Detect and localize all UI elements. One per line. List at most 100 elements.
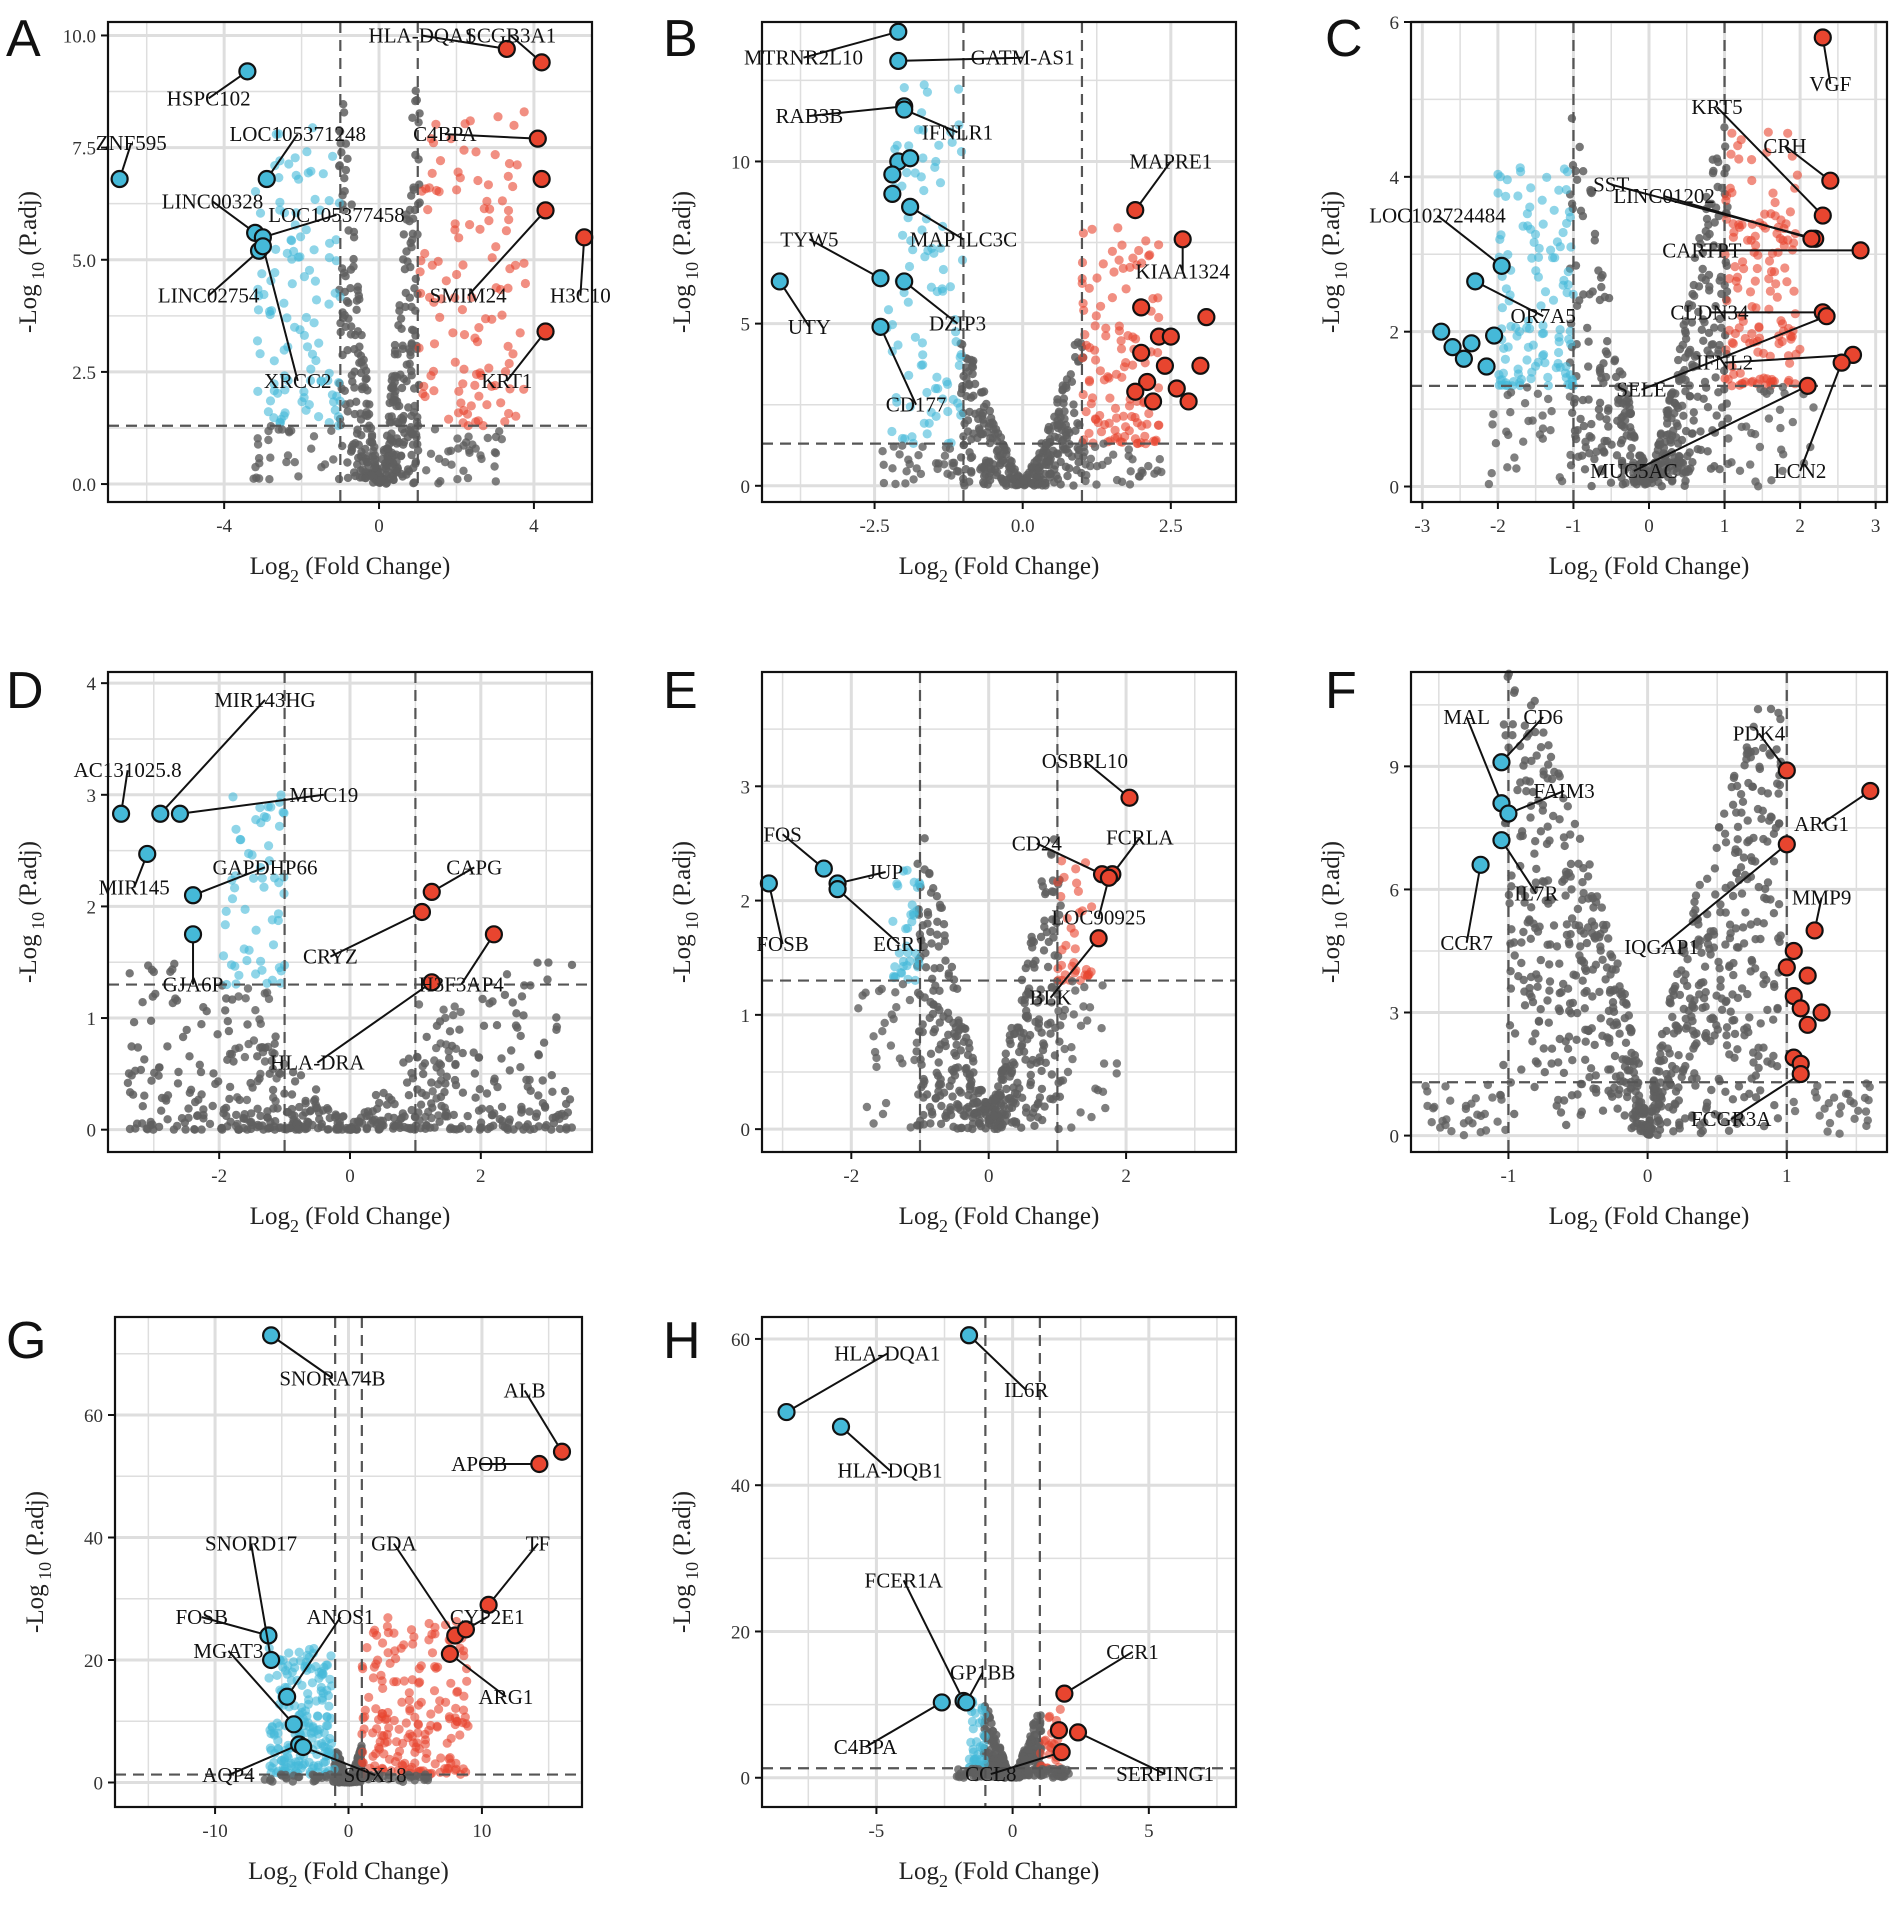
- data-point: [1101, 1103, 1110, 1113]
- data-point: [929, 884, 938, 893]
- data-point: [1681, 1014, 1691, 1023]
- data-point: [1050, 432, 1060, 441]
- data-point: [1038, 460, 1047, 469]
- data-point: [1047, 1070, 1057, 1079]
- data-point: [1620, 423, 1629, 432]
- data-point: [1621, 1038, 1631, 1048]
- data-point: [411, 86, 420, 96]
- data-point: [1702, 192, 1711, 202]
- data-point: [166, 967, 175, 976]
- data-point: [267, 1056, 276, 1066]
- data-point: [1538, 351, 1548, 361]
- data-point: [906, 910, 916, 920]
- data-point: [259, 289, 269, 300]
- data-point: [1743, 816, 1752, 825]
- label-leader-line: [316, 981, 433, 1064]
- y-tick-label: 5: [741, 315, 751, 336]
- data-point: [440, 1620, 451, 1630]
- data-point: [1620, 1111, 1629, 1120]
- data-point: [252, 336, 263, 346]
- data-point: [941, 956, 950, 965]
- data-point: [1769, 909, 1779, 918]
- data-point: [1773, 1114, 1783, 1123]
- data-point: [939, 920, 949, 929]
- data-point: [1043, 962, 1053, 972]
- gene-label: VGF: [1809, 72, 1851, 96]
- data-point: [1116, 336, 1126, 346]
- data-point: [404, 1688, 414, 1698]
- data-point: [497, 1054, 506, 1063]
- data-point: [985, 406, 994, 416]
- label-leader-line: [808, 238, 881, 280]
- data-point: [228, 792, 238, 802]
- data-point: [1755, 442, 1765, 452]
- data-point: [379, 1088, 388, 1098]
- data-point: [1491, 439, 1501, 448]
- data-point: [1691, 1081, 1700, 1090]
- data-point: [451, 1060, 460, 1070]
- data-point: [309, 432, 319, 441]
- data-point: [1586, 185, 1595, 195]
- data-point: [1591, 960, 1601, 969]
- data-point: [1606, 950, 1615, 959]
- data-point: [561, 1099, 571, 1109]
- data-point: [1045, 456, 1054, 466]
- data-point: [138, 998, 147, 1007]
- data-point: [330, 288, 340, 298]
- data-point: [1060, 1044, 1069, 1054]
- data-point: [1555, 325, 1565, 335]
- data-point: [490, 462, 499, 471]
- data-point: [1423, 1101, 1432, 1111]
- data-point: [1071, 986, 1080, 995]
- data-point: [410, 478, 419, 487]
- data-point: [225, 1049, 235, 1059]
- data-point: [1001, 479, 1011, 488]
- data-point: [938, 394, 948, 404]
- data-point: [1523, 316, 1534, 326]
- data-point: [445, 1054, 454, 1063]
- data-point: [349, 262, 358, 271]
- data-point: [931, 156, 941, 167]
- data-point: [346, 284, 355, 293]
- highlighted-point: [883, 184, 902, 203]
- data-point: [377, 476, 386, 485]
- data-point: [516, 1031, 525, 1041]
- data-point: [1628, 1110, 1637, 1119]
- data-point: [1655, 437, 1665, 446]
- data-point: [1724, 434, 1733, 443]
- highlighted-point: [1155, 356, 1175, 375]
- y-tick-label: 7.5: [72, 139, 96, 160]
- panel-letter: E: [663, 662, 698, 720]
- data-point: [1538, 219, 1548, 229]
- data-point: [427, 1113, 436, 1123]
- data-point: [1759, 971, 1769, 980]
- data-point: [426, 134, 436, 144]
- data-point: [490, 150, 500, 160]
- data-point: [1517, 885, 1526, 894]
- data-point: [1045, 473, 1055, 482]
- data-point: [1745, 287, 1756, 297]
- data-point: [1522, 209, 1532, 219]
- y-tick-label: 3: [1390, 1004, 1400, 1025]
- data-point: [1513, 191, 1523, 201]
- data-point: [320, 460, 330, 469]
- data-point: [436, 1753, 446, 1763]
- data-point: [422, 1032, 431, 1042]
- data-point: [1769, 980, 1779, 989]
- data-point: [1566, 830, 1575, 839]
- data-point: [1697, 948, 1706, 957]
- data-point: [961, 465, 970, 474]
- data-point: [1074, 458, 1083, 467]
- y-tick-label: 2: [1390, 323, 1400, 344]
- data-point: [1121, 358, 1131, 368]
- data-point: [1755, 762, 1764, 771]
- data-point: [271, 1117, 280, 1126]
- highlighted-point: [1813, 206, 1832, 225]
- data-point: [1035, 1053, 1044, 1062]
- data-point: [879, 460, 888, 469]
- data-point: [1005, 1031, 1015, 1040]
- data-point: [905, 956, 915, 966]
- data-point: [1751, 964, 1760, 973]
- data-point: [497, 1102, 507, 1112]
- data-point: [458, 260, 468, 270]
